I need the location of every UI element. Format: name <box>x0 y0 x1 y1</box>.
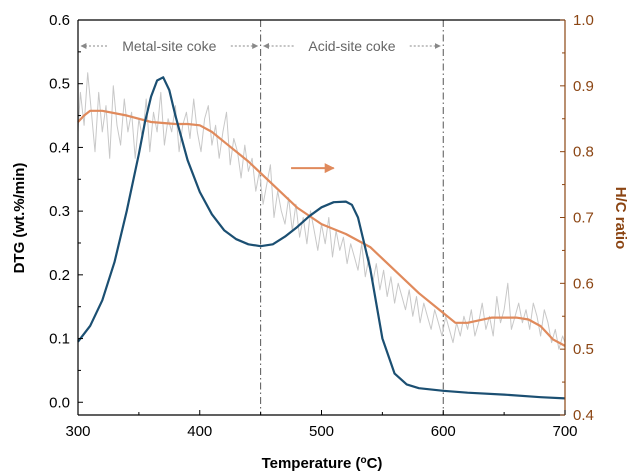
y-tick-label-6: 0.6 <box>49 12 70 29</box>
x-tick-label-2: 500 <box>309 423 334 440</box>
y-tick-label-5: 0.5 <box>49 76 70 93</box>
y2-tick-label-3: 0.7 <box>573 210 594 227</box>
series-line-dtg <box>77 76 566 400</box>
plot-area: Metal-site coke Acid-site coke <box>77 20 566 415</box>
series-line-hc_smooth <box>77 109 566 347</box>
y2-tick-label-0: 0.4 <box>573 407 594 424</box>
y2-tick-label-5: 0.9 <box>573 78 594 95</box>
y-tick-label-1: 0.1 <box>49 331 70 348</box>
y-axis-title: DTG (wt.%/min) <box>11 163 28 274</box>
series-line-hc_raw <box>77 72 566 350</box>
x-tick-label-3: 600 <box>431 423 456 440</box>
y-tick-label-3: 0.3 <box>49 203 70 220</box>
x-tick-label-1: 400 <box>187 423 212 440</box>
y2-axis-title: H/C ratio <box>612 187 629 250</box>
y-tick-label-4: 0.4 <box>49 139 70 156</box>
y2-tick-label-2: 0.6 <box>573 275 594 292</box>
axes: 300 400 500 600 700 0.0 0.1 0.2 0.3 0.4 0.5 0.6 0.4 0… <box>49 12 594 440</box>
region-label-0: Metal-site coke <box>122 38 216 54</box>
x-axis-title: Temperature (oC) <box>262 455 383 473</box>
y-tick-label-2: 0.2 <box>49 267 70 284</box>
region-label-1: Acid-site coke <box>308 38 395 54</box>
y2-tick-label-4: 0.8 <box>573 144 594 161</box>
x-tick-label-0: 300 <box>65 423 90 440</box>
y2-tick-label-1: 0.5 <box>573 341 594 358</box>
y-tick-label-0: 0.0 <box>49 394 70 411</box>
y2-tick-label-6: 1.0 <box>573 12 594 29</box>
x-tick-label-4: 700 <box>552 423 577 440</box>
